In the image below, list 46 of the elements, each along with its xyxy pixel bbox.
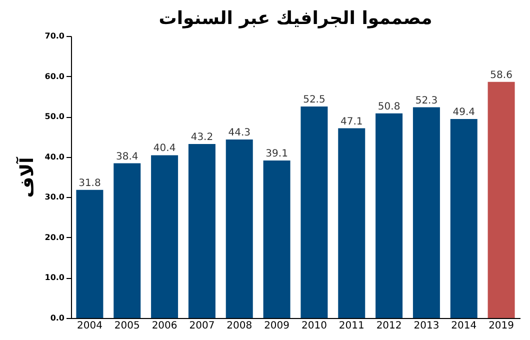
data-label: 44.3 bbox=[228, 128, 251, 139]
x-tick-label: 2008 bbox=[226, 320, 252, 332]
bar bbox=[376, 113, 403, 318]
data-label: 47.1 bbox=[340, 116, 363, 128]
y-tick-label: 20.0 bbox=[44, 232, 65, 242]
bar bbox=[114, 163, 141, 318]
bar bbox=[300, 106, 328, 318]
bar bbox=[263, 160, 290, 318]
data-label: 31.8 bbox=[78, 178, 101, 189]
bar bbox=[412, 107, 440, 318]
data-label: 52.5 bbox=[303, 94, 326, 106]
data-label: 50.8 bbox=[378, 101, 400, 112]
y-tick-label: 60.0 bbox=[44, 72, 65, 81]
x-tick-label: 2011 bbox=[338, 320, 364, 332]
bar bbox=[226, 140, 253, 318]
y-tick-label: 50.0 bbox=[44, 112, 65, 122]
data-label: 40.4 bbox=[153, 143, 176, 154]
x-tick-label: 2004 bbox=[76, 320, 102, 332]
y-tick-label: 0.0 bbox=[50, 314, 65, 322]
y-tick-label: 30.0 bbox=[44, 192, 65, 202]
x-tick-label: 2005 bbox=[114, 320, 140, 332]
y-tick-label: 70.0 bbox=[44, 32, 65, 40]
data-label: 43.2 bbox=[190, 132, 214, 143]
bar bbox=[450, 118, 478, 318]
x-tick-label: 2009 bbox=[264, 320, 290, 332]
data-label: 58.6 bbox=[490, 70, 512, 81]
y-axis-title: آلاف bbox=[14, 156, 38, 198]
bar bbox=[338, 128, 366, 318]
data-label: 39.1 bbox=[266, 148, 288, 160]
bar bbox=[76, 190, 104, 318]
x-tick-label: 2006 bbox=[152, 320, 178, 332]
x-tick-label: 2013 bbox=[414, 320, 440, 332]
data-label: 52.3 bbox=[415, 95, 438, 106]
x-tick-label: 2014 bbox=[451, 320, 477, 332]
data-label: 38.4 bbox=[116, 151, 138, 162]
x-tick-label: 2012 bbox=[376, 320, 402, 332]
chart-title: مصمموا الجرافيك عبر السنوات bbox=[158, 8, 432, 29]
data-label: 49.4 bbox=[452, 106, 476, 118]
bar bbox=[488, 82, 515, 318]
y-tick-label: 40.0 bbox=[44, 152, 65, 162]
x-tick-label: 2019 bbox=[488, 320, 514, 332]
bar bbox=[151, 155, 178, 318]
x-tick-label: 2007 bbox=[189, 320, 215, 332]
bar bbox=[188, 144, 216, 318]
y-tick-label: 10.0 bbox=[44, 273, 65, 282]
x-tick-label: 2010 bbox=[301, 320, 327, 332]
